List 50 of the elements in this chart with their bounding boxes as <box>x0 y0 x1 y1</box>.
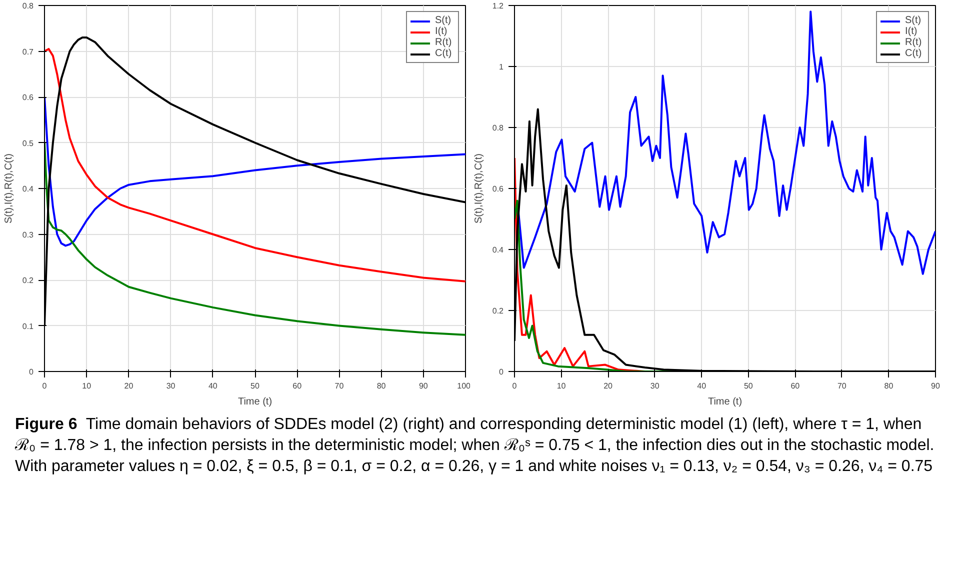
y-tick-label: 0.2 <box>22 276 34 285</box>
y-tick-label: 0.3 <box>22 230 34 240</box>
y-tick-label: 0.1 <box>22 322 34 331</box>
legend-label: S(t) <box>905 15 922 26</box>
legend-label: I(t) <box>905 26 918 37</box>
x-tick-label: 0 <box>42 382 48 390</box>
legend-label: R(t) <box>905 37 923 48</box>
legend-label: R(t) <box>435 37 453 48</box>
x-tick-label: 80 <box>376 382 386 390</box>
y-tick-label: 0 <box>499 368 504 376</box>
y-tick-label: 0.4 <box>492 246 504 254</box>
y-tick-label: 0.8 <box>22 2 34 10</box>
y-axis-title: S(t),I(t),R(t),C(t) <box>473 154 484 224</box>
legend-label: C(t) <box>435 48 453 59</box>
x-tick-label: 70 <box>334 382 344 390</box>
y-tick-label: 0.7 <box>22 47 34 56</box>
x-tick-label: 90 <box>418 382 428 390</box>
x-tick-label: 10 <box>556 382 566 390</box>
x-tick-label: 50 <box>744 382 754 390</box>
x-tick-label: 10 <box>82 382 92 390</box>
x-tick-label: 70 <box>837 382 847 390</box>
x-tick-label: 60 <box>790 382 800 390</box>
x-tick-label: 30 <box>650 382 660 390</box>
y-tick-label: 0.2 <box>492 306 504 316</box>
x-tick-label: 0 <box>512 382 518 390</box>
y-tick-label: 0.6 <box>22 93 34 102</box>
x-tick-label: 100 <box>457 382 472 390</box>
x-tick-label: 90 <box>931 382 940 390</box>
legend-label: S(t) <box>435 15 452 26</box>
y-tick-label: 1 <box>499 62 504 72</box>
x-tick-label: 40 <box>208 382 218 390</box>
x-tick-label: 20 <box>124 382 134 390</box>
y-tick-label: 0 <box>29 368 34 376</box>
y-tick-label: 0.8 <box>492 124 504 132</box>
y-tick-label: 1.2 <box>492 2 504 10</box>
caption: Figure 6 <box>15 416 78 433</box>
y-tick-label: 0.6 <box>492 184 504 194</box>
y-axis-title: S(t),I(t),R(t),C(t) <box>3 154 14 224</box>
legend-label: I(t) <box>435 26 448 37</box>
y-tick-label: 0.4 <box>22 184 34 194</box>
y-tick-label: 0.5 <box>22 138 34 148</box>
x-tick-label: 40 <box>697 382 707 390</box>
legend-label: C(t) <box>905 48 923 59</box>
x-tick-label: 20 <box>604 382 614 390</box>
x-axis-title: Time (t) <box>708 396 742 408</box>
x-axis-title: Time (t) <box>238 396 272 408</box>
x-tick-label: 50 <box>250 382 260 390</box>
x-tick-label: 80 <box>884 382 894 390</box>
x-tick-label: 60 <box>292 382 302 390</box>
x-tick-label: 30 <box>166 382 176 390</box>
